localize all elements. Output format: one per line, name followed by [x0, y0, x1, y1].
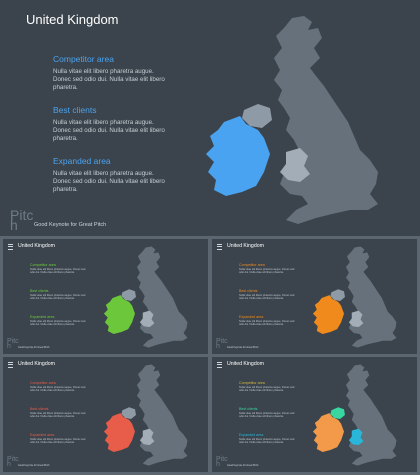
great-britain-land — [274, 16, 378, 224]
section-heading: Competitor area — [239, 263, 265, 267]
tagline: Good Keynote for Great Pitch — [34, 222, 107, 228]
slide-title: United Kingdom — [18, 243, 55, 249]
section-heading: Best clients — [239, 289, 258, 293]
section-heading: Best clients — [53, 105, 97, 115]
section-body: Nulla vitae elit libero pharetra augue. … — [30, 320, 86, 327]
section-heading: Expanded area — [53, 156, 111, 166]
competitor-area-section: Competitor area Nulla vitae elit libero … — [30, 381, 90, 392]
expanded-area-section: Expanded area Nulla vitae elit libero ph… — [239, 433, 299, 444]
uk-map — [206, 16, 378, 224]
section-body: Nulla vitae elit libero pharetra augue. … — [30, 294, 86, 301]
section-heading: Best clients — [30, 407, 49, 411]
competitor-area-section: Competitor area Nulla vitae elit libero … — [239, 381, 299, 392]
pitch-logo: Pitc h — [7, 456, 19, 468]
tagline: Good Keynote for Great Pitch — [227, 464, 259, 467]
thumbnail-slide-red[interactable]: United Kingdom Competitor area Nulla vit… — [3, 357, 208, 472]
slide-title: United Kingdom — [26, 12, 119, 27]
best-clients-section: Best clients Nulla vitae elit libero pha… — [30, 289, 90, 300]
expanded-area-section: Expanded area Nulla vitae elit libero ph… — [30, 433, 90, 444]
uk-map — [103, 246, 188, 348]
uk-map — [312, 246, 397, 348]
thumbnail-slide-orange[interactable]: United Kingdom Competitor area Nulla vit… — [212, 239, 417, 354]
best-clients-section: Best clients Nulla vitae elit libero pha… — [239, 289, 299, 300]
wales-region — [280, 148, 310, 182]
tagline: Good Keynote for Great Pitch — [18, 346, 50, 349]
expanded-area-section: Expanded area Nulla vitae elit libero ph… — [239, 315, 299, 326]
thumbnail-slide-multicolor[interactable]: United Kingdom Competitor area Nulla vit… — [212, 357, 417, 472]
slide-title: United Kingdom — [18, 361, 55, 367]
ireland-highlight — [206, 116, 270, 196]
section-body: Nulla vitae elit libero pharetra augue. … — [239, 386, 295, 393]
menu-icon — [217, 362, 222, 368]
menu-icon — [217, 244, 222, 250]
section-body: Nulla vitae elit libero pharetra augue. … — [30, 412, 86, 419]
section-heading: Expanded area — [30, 433, 55, 437]
section-heading: Competitor area — [53, 54, 114, 64]
section-heading: Expanded area — [239, 433, 264, 437]
menu-icon — [8, 244, 13, 250]
northern-ireland-region — [242, 104, 272, 128]
section-body: Nulla vitae elit libero pharetra augue. … — [239, 438, 295, 445]
section-heading: Best clients — [30, 289, 49, 293]
section-body: Nulla vitae elit libero pharetra augue. … — [239, 320, 295, 327]
section-body: Nulla vitae elit libero pharetra augue. … — [30, 268, 86, 275]
best-clients-section: Best clients Nulla vitae elit libero pha… — [53, 105, 173, 143]
section-body: Nulla vitae elit libero pharetra augue. … — [30, 438, 86, 445]
slide-title: United Kingdom — [227, 361, 264, 367]
competitor-area-section: Competitor area Nulla vitae elit libero … — [53, 54, 173, 92]
tagline: Good Keynote for Great Pitch — [18, 464, 50, 467]
tagline: Good Keynote for Great Pitch — [227, 346, 259, 349]
section-heading: Competitor area — [30, 263, 56, 267]
main-slide[interactable]: United Kingdom Competitor area Nulla vit… — [0, 0, 420, 236]
competitor-area-section: Competitor area Nulla vitae elit libero … — [239, 263, 299, 274]
section-body: Nulla vitae elit libero pharetra augue. … — [53, 68, 165, 91]
section-heading: Competitor area — [239, 381, 265, 385]
section-body: Nulla vitae elit libero pharetra augue. … — [239, 412, 295, 419]
section-body: Nulla vitae elit libero pharetra augue. … — [239, 294, 295, 301]
slide-title: United Kingdom — [227, 243, 264, 249]
pitch-logo: Pitc h — [216, 338, 228, 350]
pitch-logo: Pitc h — [216, 456, 228, 468]
section-body: Nulla vitae elit libero pharetra augue. … — [30, 386, 86, 393]
section-heading: Best clients — [239, 407, 258, 411]
thumbnail-slide-green[interactable]: United Kingdom Competitor area Nulla vit… — [3, 239, 208, 354]
section-heading: Expanded area — [30, 315, 55, 319]
uk-map — [103, 364, 188, 466]
uk-map — [312, 364, 397, 466]
section-body: Nulla vitae elit libero pharetra augue. … — [53, 170, 165, 193]
section-body: Nulla vitae elit libero pharetra augue. … — [239, 268, 295, 275]
section-heading: Competitor area — [30, 381, 56, 385]
best-clients-section: Best clients Nulla vitae elit libero pha… — [30, 407, 90, 418]
section-body: Nulla vitae elit libero pharetra augue. … — [53, 119, 165, 142]
section-heading: Expanded area — [239, 315, 264, 319]
menu-icon — [8, 362, 13, 368]
pitch-logo: Pitc h — [7, 338, 19, 350]
pitch-logo: Pitc h — [10, 207, 34, 233]
expanded-area-section: Expanded area Nulla vitae elit libero ph… — [53, 156, 173, 194]
best-clients-section: Best clients Nulla vitae elit libero pha… — [239, 407, 299, 418]
competitor-area-section: Competitor area Nulla vitae elit libero … — [30, 263, 90, 274]
expanded-area-section: Expanded area Nulla vitae elit libero ph… — [30, 315, 90, 326]
